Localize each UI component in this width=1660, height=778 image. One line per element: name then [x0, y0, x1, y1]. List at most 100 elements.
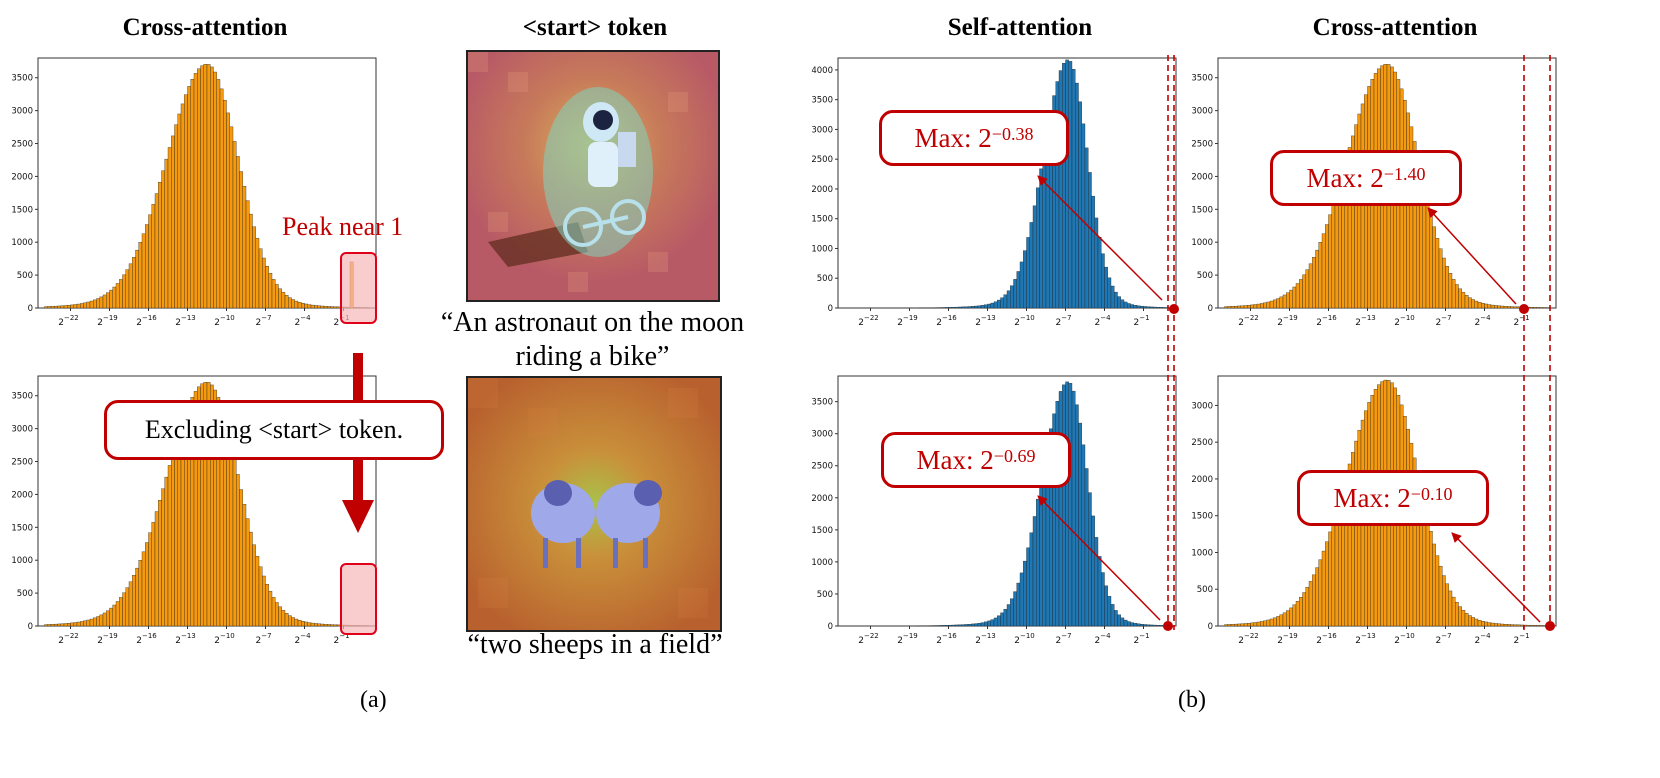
max-exponent: −1.40: [1383, 163, 1426, 184]
histogram-b-self-bottom: 0 500 1000 1500 2000 2500 3000 3500 2−22 2−19 2−16…: [811, 375, 1177, 646]
histogram-bar: [945, 307, 949, 309]
histogram-bar: [1136, 305, 1141, 309]
histogram-bar: [213, 71, 217, 309]
caption-sheep: “two sheeps in a field”: [467, 629, 723, 660]
histogram-bar: [1432, 543, 1436, 627]
histogram-bar: [44, 306, 48, 309]
histogram-bar: [359, 625, 364, 627]
histogram-bar: [961, 624, 965, 627]
x-tick-label: 2−7: [1055, 314, 1071, 328]
histogram-bar: [1094, 537, 1099, 627]
x-tick-label: 2−4: [294, 632, 311, 646]
histogram-bar: [1149, 624, 1154, 627]
x-tick-label: 2−1: [333, 632, 349, 646]
histogram-bar: [1536, 625, 1540, 627]
histogram-bar: [229, 126, 234, 309]
sheep-attention-map: [466, 376, 722, 632]
histogram-bar: [1354, 440, 1358, 627]
x-tick-label: 2−1: [1513, 314, 1529, 328]
histogram-bar: [177, 431, 182, 627]
histogram-bar: [1471, 617, 1475, 627]
histogram-bar: [323, 306, 328, 309]
histogram-bar: [1094, 217, 1099, 309]
histogram-bar: [993, 617, 998, 627]
histogram-bar: [1487, 622, 1492, 627]
histogram-bar: [1110, 285, 1115, 309]
histogram-bar: [1071, 69, 1076, 309]
histogram-bar: [1078, 422, 1082, 627]
histogram-bar: [1289, 607, 1293, 627]
histogram-bar: [1484, 303, 1488, 309]
x-tick-label: 2−10: [214, 314, 235, 328]
histogram-bar: [1133, 623, 1138, 627]
histogram-bar: [1237, 305, 1241, 309]
histogram-bar: [288, 615, 292, 627]
histogram-bar: [294, 618, 299, 627]
histogram-bar: [1481, 303, 1485, 309]
histogram-bar: [252, 544, 256, 627]
x-tick-label: 2−16: [936, 314, 957, 328]
histogram-bar: [964, 624, 969, 627]
histogram-bar: [1123, 619, 1128, 627]
title-self-attention: Self-attention: [947, 14, 1093, 41]
histogram-bar: [346, 624, 351, 627]
histogram-bar: [161, 170, 165, 309]
histogram-bar: [1357, 113, 1362, 309]
histogram-bar: [1075, 404, 1079, 627]
histogram-bar: [1026, 547, 1030, 627]
histogram-bar: [1516, 624, 1521, 627]
x-tick-label: 2−22: [58, 314, 79, 328]
x-tick-label: 2−13: [975, 632, 996, 646]
excluding-start-token-callout: Excluding <start> token.: [104, 400, 444, 460]
histogram-bar: [262, 257, 266, 309]
histogram-bar: [102, 294, 107, 309]
histogram-bar: [1091, 515, 1095, 627]
histogram-bar: [958, 306, 962, 309]
x-tick-label: 2−4: [1474, 314, 1491, 328]
histogram-bar: [1127, 303, 1131, 309]
histogram-bar: [1438, 565, 1443, 627]
histogram-bar: [1299, 596, 1303, 627]
histogram-bar: [1526, 624, 1531, 627]
histogram-bar: [1036, 498, 1040, 627]
histogram-bar: [1162, 625, 1167, 627]
histogram-bar: [307, 622, 312, 627]
histogram-bar: [1455, 602, 1459, 627]
x-tick-label: 2−22: [58, 632, 79, 646]
histogram-bar: [1000, 612, 1004, 627]
histogram-bar: [954, 306, 959, 309]
y-tick-label: 0: [828, 304, 833, 314]
x-tick-label: 2−4: [1094, 632, 1111, 646]
histogram-bar: [1263, 302, 1267, 309]
histogram-bar: [1023, 250, 1027, 309]
histogram-bar: [1451, 279, 1456, 309]
x-tick-label: 2−16: [936, 632, 957, 646]
histogram-bar: [1260, 621, 1264, 627]
histogram-bar: [1026, 237, 1030, 309]
histogram-bar: [330, 624, 334, 627]
histogram-bar: [54, 623, 58, 627]
histogram-bar: [984, 621, 988, 627]
histogram-bar: [154, 193, 159, 309]
x-tick-label: 2−19: [897, 314, 918, 328]
histogram-bar: [1308, 263, 1313, 309]
histogram-bar: [63, 305, 68, 309]
histogram-bar: [80, 303, 84, 309]
histogram-bar: [1520, 624, 1524, 627]
histogram-bar: [320, 623, 325, 627]
histogram-bar: [141, 233, 146, 309]
histogram-bar: [961, 306, 965, 309]
title-start-token: <start> token: [522, 14, 668, 41]
histogram-bar: [1455, 284, 1459, 309]
histogram-bar: [171, 453, 175, 627]
histogram-bar: [141, 551, 146, 627]
histogram-bar: [1445, 583, 1449, 627]
histogram-bar: [245, 518, 250, 627]
histogram-bar: [1292, 286, 1297, 309]
y-tick-label: 1500: [811, 526, 833, 536]
histogram-bar: [1091, 195, 1095, 309]
histogram-bar: [1234, 305, 1238, 309]
histogram-bar: [1110, 604, 1115, 627]
y-tick-label: 2500: [811, 155, 833, 165]
max-prefix: Max: 2: [1306, 162, 1384, 193]
